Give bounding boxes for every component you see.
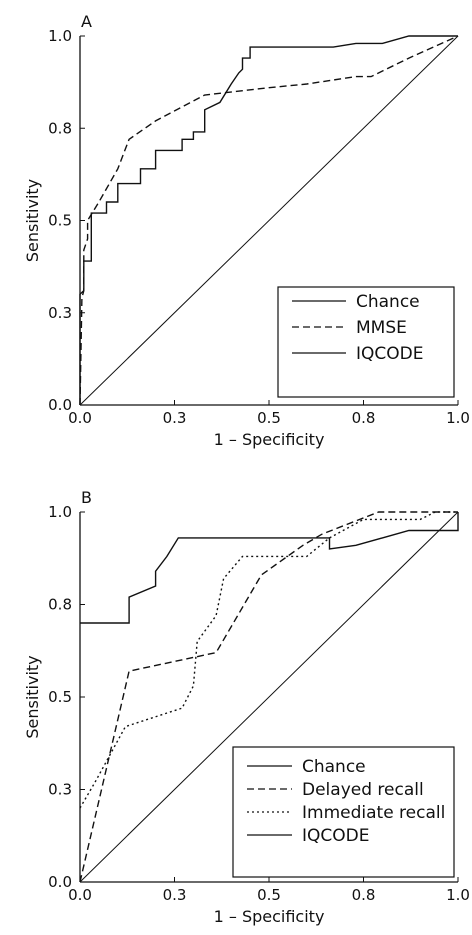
x-tick-label: 1.0: [446, 409, 470, 427]
series-line-immediate-recall: [79, 511, 458, 809]
y-tick-label: 1.0: [48, 503, 72, 521]
y-tick-label: 0.0: [48, 873, 72, 891]
panel-label: B: [81, 488, 92, 507]
legend-entry-label: Delayed recall: [302, 780, 424, 800]
legend-entry-label: IQCODE: [302, 826, 369, 846]
series-line-chance: [79, 35, 459, 406]
legend-entry-label: IQCODE: [356, 344, 423, 364]
series-line-iqcode: [80, 512, 459, 624]
x-tick-label: 0.3: [163, 409, 187, 427]
x-tick-label: 1.0: [446, 886, 470, 904]
y-tick-label: 0.8: [48, 596, 72, 614]
y-axis-label: Sensitivity: [23, 179, 42, 262]
roc-panel-a: 0.0 0.3 0.5 0.8 1.0 0.0 0.3 0.5 0.8 1.0 1 – Specif…: [23, 12, 470, 449]
y-tick-label: 0.5: [48, 212, 72, 230]
y-tick-label: 0.3: [48, 304, 72, 322]
x-axis-label: 1 – Specificity: [214, 430, 325, 449]
legend-entry-label: Immediate recall: [302, 803, 445, 823]
y-tick-label: 0.3: [48, 781, 72, 799]
legend-entry-label: Chance: [356, 292, 420, 312]
legend-entry-label: Chance: [302, 757, 366, 777]
series-line-iqcode: [79, 35, 458, 405]
panel-label: A: [81, 12, 92, 31]
y-tick-label: 0.0: [48, 396, 72, 414]
y-axis-label: Sensitivity: [23, 655, 42, 738]
legend-box: [277, 286, 455, 398]
y-tick-label: 0.5: [48, 688, 72, 706]
x-axis-label: 1 – Specificity: [214, 907, 325, 926]
y-tick-label: 1.0: [48, 27, 72, 45]
y-tick-label: 0.8: [48, 119, 72, 137]
legend: Chance Delayed recall Immediate recall IQCO…: [232, 746, 455, 878]
x-tick-label: 0.3: [163, 886, 187, 904]
legend: Chance MMSE IQCODE: [277, 286, 455, 398]
legend-box: [232, 746, 455, 878]
series-line-mmse: [79, 35, 459, 406]
x-tick-label: 0.0: [68, 409, 92, 427]
x-tick-label: 0.5: [257, 886, 281, 904]
x-tick-label: 0.8: [352, 409, 376, 427]
x-tick-label: 0.8: [352, 886, 376, 904]
roc-panel-b: 0.0 0.3 0.5 0.8 1.0 0.0 0.3 0.5 0.8 1.0 1 – Specif…: [23, 488, 470, 926]
series-line-chance: [79, 511, 459, 883]
legend-entry-label: MMSE: [356, 318, 407, 338]
series-line-delayed-recall: [79, 511, 458, 883]
x-tick-label: 0.0: [68, 886, 92, 904]
x-tick-label: 0.5: [257, 409, 281, 427]
